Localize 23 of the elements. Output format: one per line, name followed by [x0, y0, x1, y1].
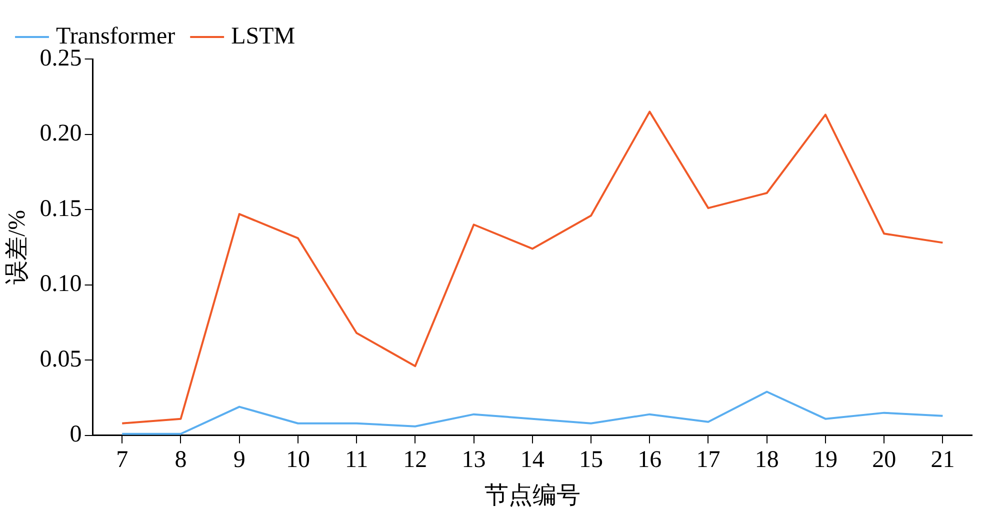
x-tick-label: 15	[579, 447, 604, 474]
y-tick-label: 0.15	[40, 196, 82, 222]
x-tick-label: 21	[930, 447, 955, 474]
x-tick-label: 12	[403, 447, 428, 474]
x-tick-label: 13	[462, 447, 486, 474]
x-tick-label: 16	[638, 447, 662, 474]
x-tick-label: 17	[696, 447, 720, 474]
x-tick-label: 14	[520, 447, 544, 474]
x-tick-label: 7	[116, 447, 128, 474]
y-tick-label: 0.10	[40, 271, 82, 298]
y-tick-label: 0.20	[40, 120, 82, 147]
y-tick-label: 0	[70, 422, 82, 448]
x-axis-title: 节点编号	[484, 482, 580, 509]
x-tick-label: 20	[872, 447, 896, 474]
x-tick-label: 10	[286, 447, 310, 474]
legend-label: LSTM	[231, 23, 296, 50]
x-tick-label: 9	[233, 447, 246, 474]
y-axis-title: 误差/%	[4, 210, 31, 285]
x-tick-label: 19	[813, 447, 838, 474]
x-tick-label: 18	[754, 447, 779, 474]
x-tick-label: 8	[174, 447, 187, 474]
x-tick-label: 11	[345, 447, 368, 474]
y-tick-label: 0.05	[40, 346, 82, 372]
